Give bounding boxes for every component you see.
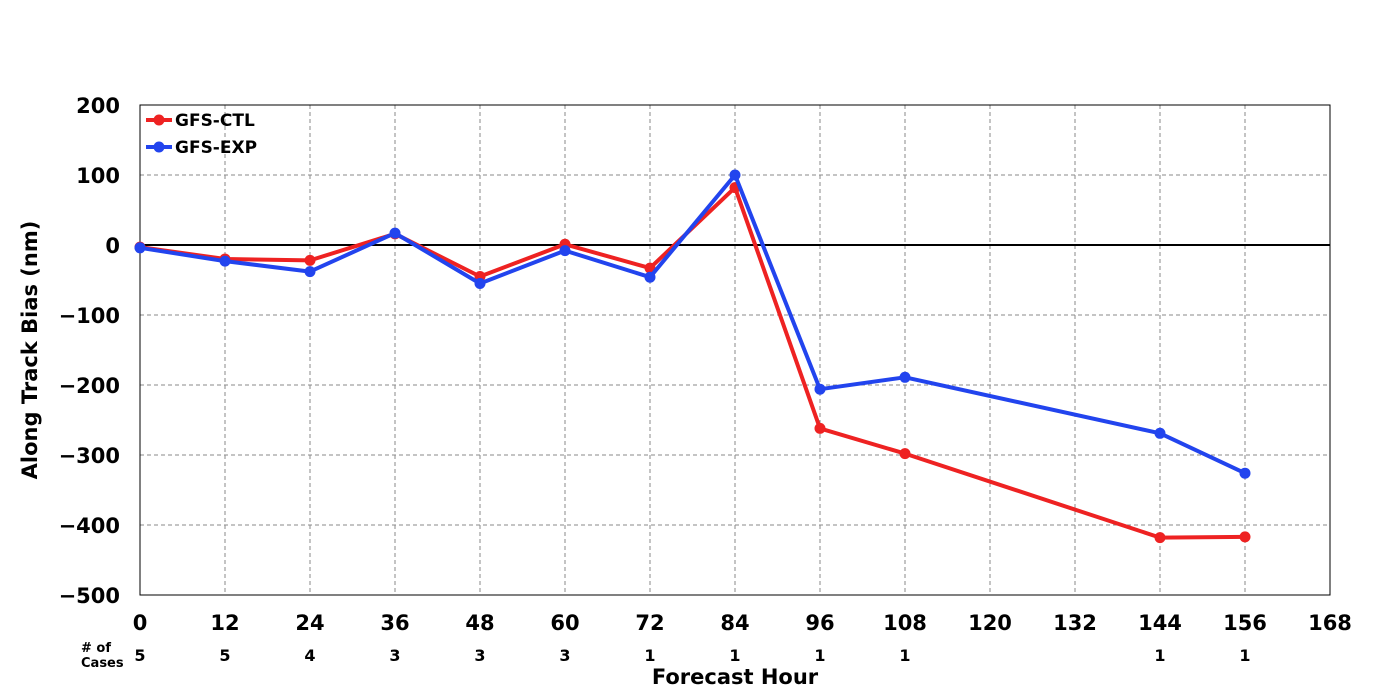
data-point-gfs-ctl [304,254,316,266]
series-line-gfs-ctl [139,185,1246,540]
legend-swatch-marker [153,141,165,153]
y-tick-label: −100 [59,304,120,328]
data-point-gfs-ctl [899,448,911,460]
x-tick-label: 168 [1308,611,1352,635]
series-gfs-ctl [134,182,1251,544]
plot-frame [139,104,1331,596]
cases-count: 1 [1154,646,1165,665]
grid-lines [140,105,1330,595]
series-layer [134,169,1251,544]
legend: GFS-CTL GFS-EXP [146,111,257,158]
cases-count: 1 [729,646,740,665]
x-tick-label: 132 [1053,611,1097,635]
x-tick-label: 96 [805,611,834,635]
x-tick-label: 36 [380,611,409,635]
y-tick-label: 200 [76,94,120,118]
y-axis-title: Along Track Bias (nm) [18,221,42,480]
cases-count: 1 [814,646,825,665]
cases-count: 1 [644,646,655,665]
y-tick-labels: 200 100 0 −100 −200 −300 −400 −500 [59,94,120,608]
cases-count: 3 [559,646,570,665]
y-tick-label: −400 [59,514,120,538]
x-tick-label: 12 [210,611,239,635]
legend-label: GFS-EXP [175,138,257,158]
x-axis-title: Forecast Hour [652,665,819,689]
legend-item-gfs-ctl: GFS-CTL [146,111,255,131]
cases-row: # of Cases 5 5 4 3 3 3 1 1 1 1 1 1 [81,641,1251,671]
series-line-gfs-exp [139,173,1246,476]
data-point-gfs-ctl [1239,531,1251,543]
x-tick-label: 144 [1138,611,1182,635]
data-point-gfs-exp [559,245,571,257]
data-point-gfs-ctl [814,422,826,434]
data-point-gfs-exp [474,278,486,289]
legend-swatch-marker [153,114,165,126]
y-tick-label: 0 [105,234,120,258]
series-gfs-exp [134,169,1251,479]
legend-label: GFS-CTL [175,111,255,131]
cases-header-line1: # of [81,641,111,656]
y-tick-label: −500 [59,584,120,608]
x-tick-label: 84 [720,611,749,635]
data-point-gfs-exp [729,169,741,181]
cases-count: 1 [899,646,910,665]
data-point-gfs-exp [644,271,656,283]
data-point-gfs-ctl [1154,532,1166,544]
cases-count: 4 [304,646,315,665]
legend-item-gfs-exp: GFS-EXP [146,138,257,158]
x-tick-label: 108 [883,611,927,635]
y-tick-label: 100 [76,164,120,188]
x-tick-label: 72 [635,611,664,635]
data-point-gfs-exp [219,255,231,267]
cases-count: 5 [219,646,230,665]
cases-count: 1 [1239,646,1250,665]
x-tick-label: 156 [1223,611,1267,635]
data-point-gfs-exp [1154,427,1166,439]
x-tick-labels: 0 12 24 36 48 60 72 84 96 108 120 132 144 156 168 [133,611,1352,635]
data-point-gfs-exp [899,371,911,383]
cases-count: 5 [134,646,145,665]
x-tick-label: 0 [133,611,148,635]
data-point-gfs-exp [814,383,826,395]
data-point-gfs-exp [304,266,316,278]
cases-count: 3 [389,646,400,665]
cases-header-line2: Cases [81,656,124,671]
data-point-gfs-exp [389,227,401,239]
data-point-gfs-exp [1239,467,1251,479]
x-tick-label: 120 [968,611,1012,635]
y-tick-label: −300 [59,444,120,468]
x-tick-label: 24 [295,611,324,635]
cases-count: 3 [474,646,485,665]
x-tick-label: 60 [550,611,579,635]
y-tick-label: −200 [59,374,120,398]
data-point-gfs-exp [134,242,146,254]
x-tick-label: 48 [465,611,494,635]
